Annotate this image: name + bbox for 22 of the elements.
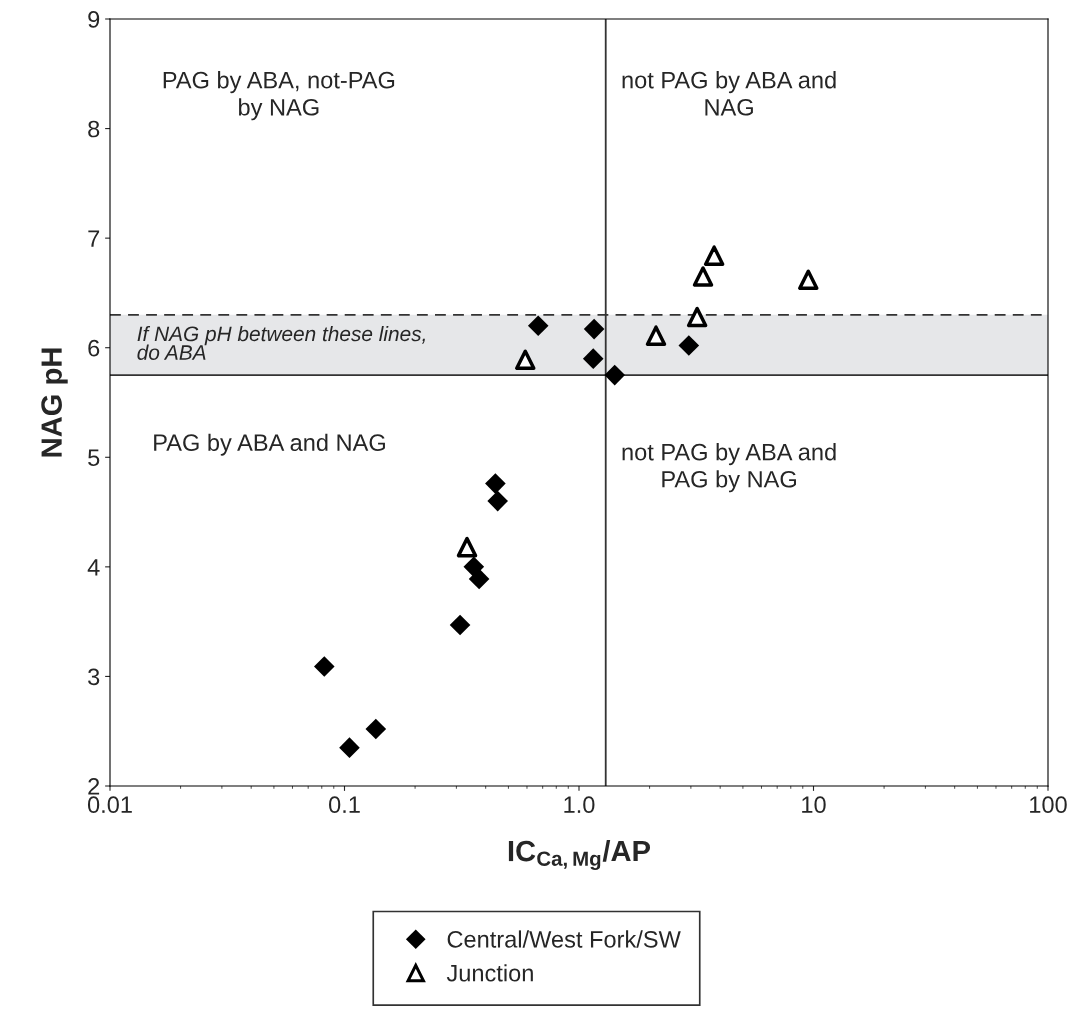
y-tick-label: 3 xyxy=(88,668,100,686)
legend-label: Junction xyxy=(446,964,533,982)
legend-label: Central/West Fork/SW xyxy=(447,930,681,948)
x-tick-label: 100 xyxy=(1030,796,1067,814)
y-tick-label: 8 xyxy=(88,120,100,138)
y-tick-label: 9 xyxy=(88,11,100,28)
y-axis-title: NAG pH xyxy=(41,348,68,457)
annotation: not PAG by ABA and NAG xyxy=(622,71,836,116)
band-label: If NAG pH between these lines, do ABA xyxy=(137,325,425,360)
x-tick-label: 0.01 xyxy=(87,796,132,814)
y-tick-label: 6 xyxy=(88,339,100,357)
x-tick-label: 10 xyxy=(802,796,826,814)
annotation: PAG by ABA and NAG xyxy=(154,433,385,456)
y-tick-label: 2 xyxy=(88,778,100,795)
annotation: not PAG by ABA and PAG by NAG xyxy=(622,443,836,493)
y-tick-label: 5 xyxy=(88,449,100,467)
annotation: PAG by ABA, not-PAG by NAG xyxy=(163,71,395,121)
x-tick-label: 0.1 xyxy=(329,796,360,814)
x-axis-title: IC$_{Ca,Mg}$/AP xyxy=(508,839,651,871)
y-tick-label: 7 xyxy=(88,230,100,247)
y-tick-label: 4 xyxy=(87,559,100,576)
x-tick-label: 1.0 xyxy=(564,796,595,814)
